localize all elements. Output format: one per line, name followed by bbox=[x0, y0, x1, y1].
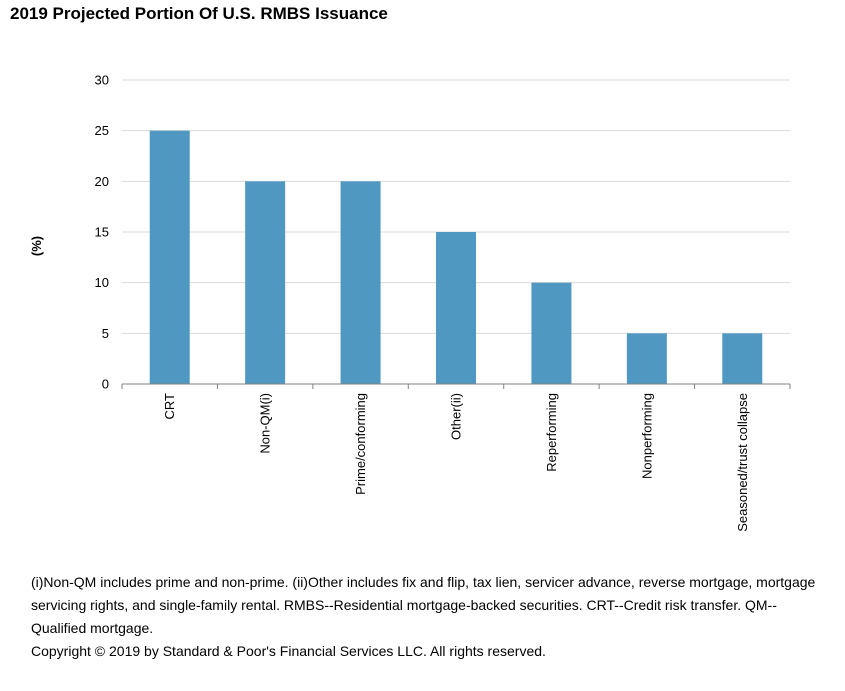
x-axis bbox=[121, 383, 791, 389]
y-tick-label: 5 bbox=[102, 326, 109, 341]
footnotes: (i)Non-QM includes prime and non-prime. … bbox=[31, 571, 821, 663]
bar bbox=[340, 181, 381, 384]
chart-title: 2019 Projected Portion Of U.S. RMBS Issu… bbox=[10, 4, 388, 23]
y-axis-label: (%) bbox=[29, 236, 44, 256]
x-axis-labels: CRT Non-QM(i) Prime/conforming Other(ii) Rep… bbox=[162, 393, 750, 532]
y-tick-label: 20 bbox=[95, 174, 109, 189]
bars bbox=[149, 130, 763, 384]
x-tick-label: Seasoned/trust collapse bbox=[735, 393, 750, 532]
bar-chart: 0 5 10 15 20 25 30 CRT Non-QM(i) Prime/conformin… bbox=[29, 73, 791, 532]
copyright-text: Copyright © 2019 by Standard & Poor's Fi… bbox=[31, 643, 546, 659]
y-tick-label: 25 bbox=[95, 123, 109, 138]
y-tick-label: 15 bbox=[95, 225, 109, 240]
x-tick-label: Non-QM(i) bbox=[258, 393, 273, 454]
x-tick-label: Other(ii) bbox=[449, 393, 464, 440]
x-tick-label: Prime/conforming bbox=[353, 393, 368, 495]
y-tick-label: 10 bbox=[95, 275, 109, 290]
bar bbox=[149, 130, 190, 384]
x-tick-label: Reperforming bbox=[544, 393, 559, 472]
bar bbox=[531, 282, 572, 384]
x-tick-label: Nonperforming bbox=[639, 393, 654, 479]
y-tick-label: 0 bbox=[102, 377, 109, 392]
bar bbox=[722, 333, 763, 384]
y-axis-ticks: 0 5 10 15 20 25 30 bbox=[95, 73, 109, 392]
bar bbox=[436, 232, 476, 384]
bar bbox=[245, 181, 286, 384]
bar bbox=[626, 333, 667, 384]
y-tick-label: 30 bbox=[95, 73, 109, 88]
footnote-text: (i)Non-QM includes prime and non-prime. … bbox=[31, 574, 816, 636]
x-tick-label: CRT bbox=[162, 393, 177, 420]
